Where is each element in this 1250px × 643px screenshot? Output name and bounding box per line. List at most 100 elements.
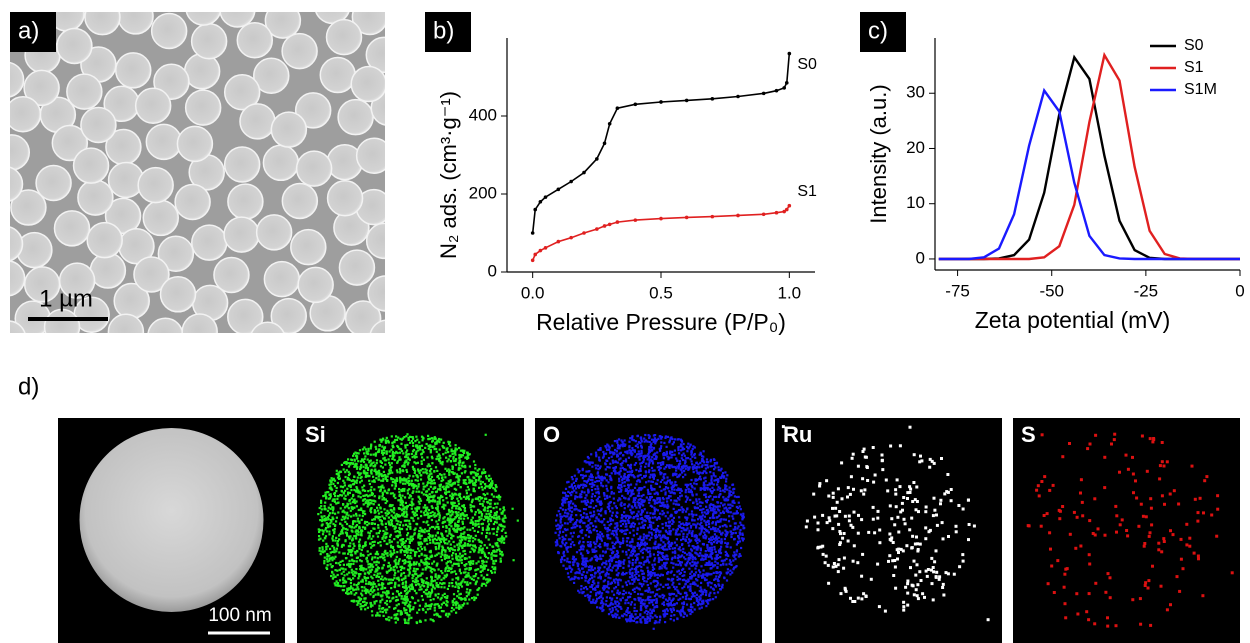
eds-dot bbox=[438, 545, 440, 547]
eds-dot bbox=[466, 588, 468, 590]
eds-dot bbox=[427, 524, 429, 526]
eds-dot bbox=[367, 453, 369, 455]
eds-dot bbox=[448, 540, 450, 542]
eds-dot bbox=[462, 555, 464, 557]
eds-dot bbox=[411, 501, 413, 503]
eds-dot bbox=[429, 596, 431, 598]
eds-dot bbox=[438, 543, 440, 545]
eds-dot bbox=[333, 551, 335, 553]
sphere bbox=[237, 23, 272, 58]
eds-dot bbox=[706, 458, 708, 460]
eds-dot bbox=[451, 537, 453, 539]
eds-dot bbox=[400, 569, 402, 571]
eds-dot bbox=[634, 591, 636, 593]
eds-dot bbox=[418, 530, 420, 532]
eds-dot bbox=[357, 577, 359, 579]
eds-dot bbox=[394, 560, 396, 562]
eds-dot bbox=[661, 523, 663, 525]
eds-dot bbox=[646, 622, 648, 624]
eds-dot bbox=[601, 508, 603, 510]
eds-dot bbox=[360, 460, 362, 462]
eds-dot bbox=[372, 591, 374, 593]
eds-dot bbox=[331, 537, 333, 539]
eds-dot bbox=[428, 537, 430, 539]
eds-dot bbox=[370, 444, 372, 446]
eds-dot bbox=[637, 597, 639, 599]
eds-dot bbox=[494, 503, 496, 505]
eds-dot bbox=[387, 513, 389, 515]
eds-dot bbox=[732, 518, 734, 520]
eds-dot bbox=[459, 475, 461, 477]
eds-dot bbox=[454, 545, 456, 547]
eds-dot bbox=[465, 576, 467, 578]
eds-dot bbox=[689, 458, 691, 460]
eds-dot bbox=[455, 447, 457, 449]
eds-dot bbox=[362, 489, 364, 491]
eds-dot bbox=[490, 503, 492, 505]
eds-dot bbox=[392, 478, 394, 480]
eds-dot bbox=[409, 563, 411, 565]
eds-dot bbox=[384, 550, 386, 552]
eds-dot bbox=[469, 479, 471, 481]
eds-dot bbox=[394, 528, 396, 530]
eds-dot bbox=[403, 587, 405, 589]
eds-dot bbox=[634, 568, 636, 570]
eds-dot bbox=[499, 550, 501, 552]
eds-dot bbox=[318, 528, 320, 530]
eds-dot bbox=[358, 575, 360, 577]
eds-dot bbox=[460, 599, 462, 601]
eds-dot bbox=[408, 614, 410, 616]
eds-dot bbox=[468, 561, 470, 563]
eds-dot bbox=[384, 577, 386, 579]
eds-dot bbox=[678, 583, 680, 585]
eds-dot bbox=[433, 561, 435, 563]
eds-dot bbox=[427, 515, 429, 517]
eds-dot bbox=[446, 543, 448, 545]
eds-dot bbox=[444, 549, 446, 551]
eds-dot bbox=[415, 451, 417, 453]
eds-dot bbox=[455, 511, 457, 513]
eds-dot bbox=[391, 554, 393, 556]
eds-dot bbox=[490, 478, 492, 480]
eds-dot bbox=[494, 571, 496, 573]
eds-dot bbox=[481, 549, 483, 551]
eds-dot bbox=[474, 482, 476, 484]
eds-dot bbox=[707, 466, 709, 468]
eds-dot bbox=[382, 530, 384, 532]
eds-dot bbox=[388, 489, 390, 491]
eds-dot bbox=[450, 610, 452, 612]
eds-dot bbox=[622, 567, 624, 569]
eds-dot bbox=[638, 575, 640, 577]
eds-dot bbox=[396, 469, 398, 471]
eds-dot bbox=[478, 547, 480, 549]
eds-dot bbox=[435, 573, 437, 575]
eds-dot bbox=[372, 566, 374, 568]
eds-dot bbox=[414, 553, 416, 555]
eds-dot bbox=[487, 557, 489, 559]
eds-dot bbox=[618, 484, 620, 486]
eds-dot bbox=[613, 492, 615, 494]
eds-dot bbox=[681, 569, 683, 571]
eds-dot bbox=[660, 447, 662, 449]
eds-dot bbox=[389, 539, 391, 541]
eds-dot bbox=[337, 585, 339, 587]
eds-dot bbox=[719, 556, 721, 558]
eds-dot bbox=[412, 517, 414, 519]
eds-dot bbox=[334, 540, 336, 542]
eds-dot bbox=[488, 523, 490, 525]
eds-dot bbox=[696, 470, 698, 472]
eds-dot bbox=[405, 435, 407, 437]
eds-dot bbox=[378, 576, 380, 578]
eds-dot bbox=[436, 508, 438, 510]
eds-dot bbox=[333, 531, 335, 533]
eds-dot bbox=[389, 505, 391, 507]
eds-dot bbox=[731, 515, 733, 517]
eds-dot bbox=[608, 505, 610, 507]
eds-dot bbox=[388, 562, 390, 564]
eds-dot bbox=[453, 504, 455, 506]
eds-dot bbox=[463, 450, 465, 452]
eds-dot bbox=[349, 463, 351, 465]
eds-dot bbox=[424, 619, 426, 621]
eds-dot bbox=[437, 488, 439, 490]
eds-dot bbox=[369, 590, 371, 592]
